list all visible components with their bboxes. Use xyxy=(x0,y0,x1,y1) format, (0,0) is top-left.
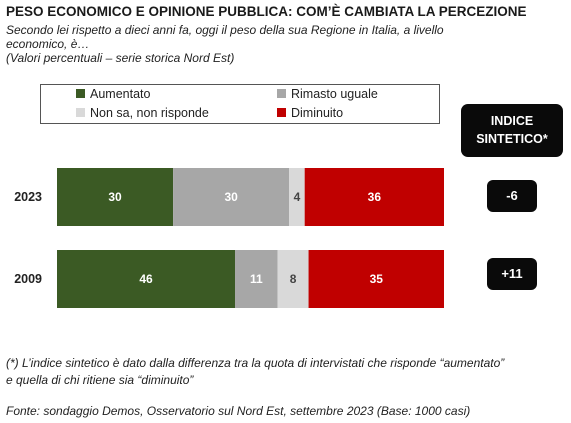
data-label-2023-rimasto-uguale: 30 xyxy=(224,190,238,204)
bar-2023-non-sa-non-risponde xyxy=(289,168,305,226)
legend-swatch-diminuito xyxy=(277,108,286,117)
category-label-2009: 2009 xyxy=(14,272,42,286)
bar-2009-aumentato xyxy=(57,250,236,308)
bar-2023-diminuito xyxy=(304,168,444,226)
footnote-line-2: e quella di chi ritiene sia “diminuito” xyxy=(6,373,194,387)
index-header-line-1: INDICE xyxy=(490,114,534,128)
legend-label-rimasto-uguale: Rimasto uguale xyxy=(291,87,378,101)
footnote-line-1: (*) L’indice sintetico è dato dalla diff… xyxy=(6,356,505,370)
data-label-2023-aumentato: 30 xyxy=(108,190,122,204)
index-value-2023: -6 xyxy=(487,180,537,212)
legend-item-diminuito: Diminuito xyxy=(277,106,343,120)
chart-subtitle: Secondo lei rispetto a dieci anni fa, og… xyxy=(6,23,526,65)
data-label-2009-diminuito: 35 xyxy=(370,272,384,286)
legend-label-non-sa: Non sa, non risponde xyxy=(90,106,209,120)
source-note: Fonte: sondaggio Demos, Osservatorio sul… xyxy=(6,404,471,418)
chart-legend: Aumentato Rimasto uguale Non sa, non ris… xyxy=(40,84,440,124)
index-header: INDICE SINTETICO* xyxy=(461,104,563,157)
bar-2009-non-sa-non-risponde xyxy=(277,250,309,308)
bar-2023-aumentato xyxy=(57,168,174,226)
legend-swatch-non-sa xyxy=(76,108,85,117)
legend-swatch-rimasto-uguale xyxy=(277,89,286,98)
index-header-line-2: SINTETICO* xyxy=(476,132,548,146)
data-label-2009-rimasto-uguale: 11 xyxy=(250,272,263,286)
legend-item-rimasto-uguale: Rimasto uguale xyxy=(277,87,378,101)
subtitle-line-2: economico, è… xyxy=(6,37,90,51)
subtitle-line-3: (Valori percentuali – serie storica Nord… xyxy=(6,51,235,65)
data-label-2023-diminuito: 36 xyxy=(368,190,382,204)
legend-swatch-aumentato xyxy=(76,89,85,98)
data-label-2009-non-sa-non-risponde: 8 xyxy=(290,272,297,286)
category-label-2023: 2023 xyxy=(14,190,42,204)
bar-2009-diminuito xyxy=(308,250,444,308)
legend-label-aumentato: Aumentato xyxy=(90,87,151,101)
legend-item-non-sa: Non sa, non risponde xyxy=(76,106,209,120)
index-value-2009: +11 xyxy=(487,258,537,290)
footnote: (*) L’indice sintetico è dato dalla diff… xyxy=(6,355,566,389)
legend-label-diminuito: Diminuito xyxy=(291,106,344,120)
data-label-2023-non-sa-non-risponde: 4 xyxy=(294,190,301,204)
bar-2023-rimasto-uguale xyxy=(173,168,290,226)
data-label-2009-aumentato: 46 xyxy=(139,272,153,286)
chart-title: PESO ECONOMICO E OPINIONE PUBBLICA: COM’… xyxy=(6,4,527,19)
legend-item-aumentato: Aumentato xyxy=(76,87,150,101)
bar-2009-rimasto-uguale xyxy=(235,250,278,308)
subtitle-line-1: Secondo lei rispetto a dieci anni fa, og… xyxy=(6,23,444,37)
